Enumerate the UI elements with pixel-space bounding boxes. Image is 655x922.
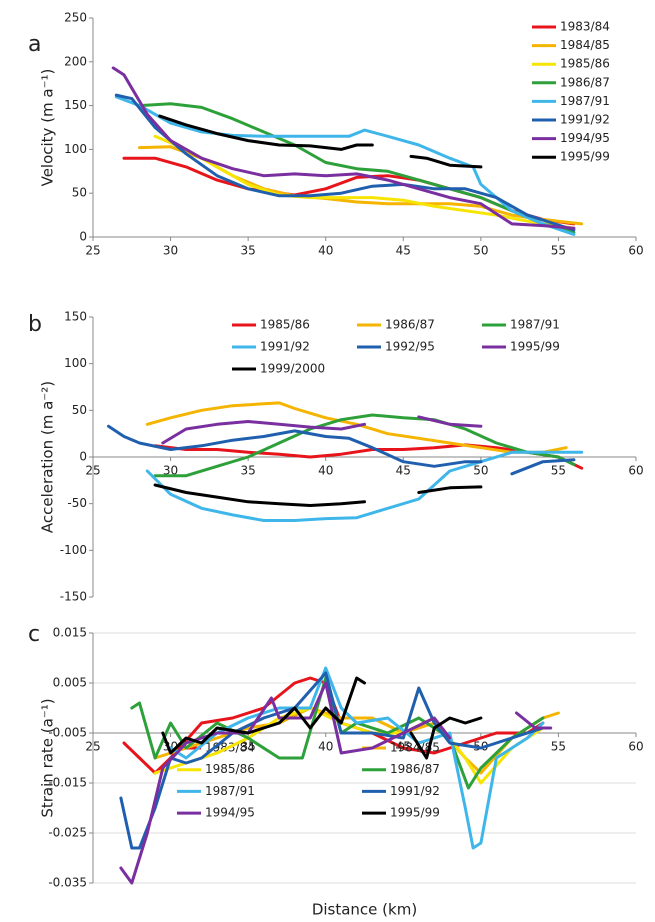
x-tick-label: 60 xyxy=(628,244,643,258)
y-axis-title: Acceleration (m a⁻²) xyxy=(39,381,57,533)
data-line xyxy=(153,706,545,785)
legend-label: 1986/87 xyxy=(385,318,435,332)
x-tick-label: 55 xyxy=(551,464,566,478)
y-tick-label: -0.035 xyxy=(48,876,87,890)
legend-label: 1991/92 xyxy=(260,340,310,354)
data-line xyxy=(145,450,584,522)
x-tick-label: 25 xyxy=(85,740,100,754)
data-line xyxy=(153,443,584,470)
data-line xyxy=(114,95,576,236)
data-line xyxy=(153,134,576,230)
panel-label: c xyxy=(28,622,40,647)
y-tick-label: -100 xyxy=(60,543,87,557)
data-line xyxy=(153,413,576,478)
x-tick-label: 60 xyxy=(628,740,643,754)
y-tick-label: 0.005 xyxy=(53,676,87,690)
data-line xyxy=(111,66,576,230)
legend-label: 1985/86 xyxy=(205,762,255,776)
x-tick-label: 30 xyxy=(163,464,178,478)
legend-label: 1984/85 xyxy=(390,741,440,755)
x-tick-label: 40 xyxy=(318,464,333,478)
data-line xyxy=(119,681,553,885)
panel-label: a xyxy=(28,32,41,57)
data-line xyxy=(107,424,576,476)
legend-label: 1994/95 xyxy=(560,131,610,145)
y-tick-label: 200 xyxy=(64,54,87,68)
data-line xyxy=(169,666,545,850)
y-tick-label: -150 xyxy=(60,590,87,604)
legend-label: 1999/2000 xyxy=(260,362,325,376)
y-tick-label: -0.025 xyxy=(48,826,87,840)
y-tick-label: -0.015 xyxy=(48,776,87,790)
x-tick-label: 25 xyxy=(85,464,100,478)
y-tick-label: -0.005 xyxy=(48,726,87,740)
y-tick-label: 150 xyxy=(64,310,87,324)
y-tick-label: 150 xyxy=(64,98,87,112)
legend-label: 1983/84 xyxy=(560,20,610,34)
x-tick-label: 50 xyxy=(473,464,488,478)
legend-label: 1986/87 xyxy=(560,75,610,89)
y-tick-label: 0 xyxy=(79,230,87,244)
x-tick-label: 35 xyxy=(241,244,256,258)
data-line xyxy=(161,415,483,445)
x-tick-label: 50 xyxy=(473,244,488,258)
legend-label: 1986/87 xyxy=(390,762,440,776)
x-tick-label: 25 xyxy=(85,244,100,258)
y-axis-title: Strain rate (a⁻¹) xyxy=(39,698,57,817)
x-tick-label: 30 xyxy=(163,244,178,258)
x-tick-label: 40 xyxy=(318,244,333,258)
x-tick-label: 55 xyxy=(551,740,566,754)
y-tick-label: 50 xyxy=(72,186,87,200)
legend-label: 1995/99 xyxy=(560,150,610,164)
data-line xyxy=(153,483,483,507)
legend-label: 1992/95 xyxy=(385,340,435,354)
x-tick-label: 40 xyxy=(318,740,333,754)
x-axis-title: Distance (km) xyxy=(312,901,417,919)
y-axis-title: Velocity (m a⁻¹) xyxy=(39,69,57,187)
y-tick-label: 50 xyxy=(72,403,87,417)
x-tick-label: 35 xyxy=(241,740,256,754)
legend-label: 1987/91 xyxy=(510,318,560,332)
y-tick-label: 100 xyxy=(64,142,87,156)
x-tick-label: 35 xyxy=(241,464,256,478)
legend-label: 1984/85 xyxy=(560,38,610,52)
legend-label: 1991/92 xyxy=(390,784,440,798)
y-tick-label: 100 xyxy=(64,356,87,370)
legend-label: 1995/99 xyxy=(390,806,440,820)
data-line xyxy=(158,114,483,169)
x-tick-label: 45 xyxy=(396,464,411,478)
x-tick-label: 55 xyxy=(551,244,566,258)
y-tick-label: 0.015 xyxy=(53,626,87,640)
legend-label: 1987/91 xyxy=(560,94,610,108)
legend-label: 1995/99 xyxy=(510,340,560,354)
y-tick-label: -50 xyxy=(67,496,87,510)
y-tick-label: 250 xyxy=(64,11,87,25)
legend-label: 1987/91 xyxy=(205,784,255,798)
panel-label: b xyxy=(28,312,42,337)
legend-label: 1985/86 xyxy=(560,57,610,71)
x-tick-label: 60 xyxy=(628,464,643,478)
data-line xyxy=(138,102,576,235)
y-tick-label: 0 xyxy=(79,450,87,464)
data-line xyxy=(119,671,545,850)
data-line xyxy=(114,93,576,232)
legend-label: 1994/95 xyxy=(205,806,255,820)
data-line xyxy=(161,676,483,760)
x-tick-label: 45 xyxy=(396,244,411,258)
legend-label: 1991/92 xyxy=(560,113,610,127)
legend-label: 1985/86 xyxy=(260,318,310,332)
